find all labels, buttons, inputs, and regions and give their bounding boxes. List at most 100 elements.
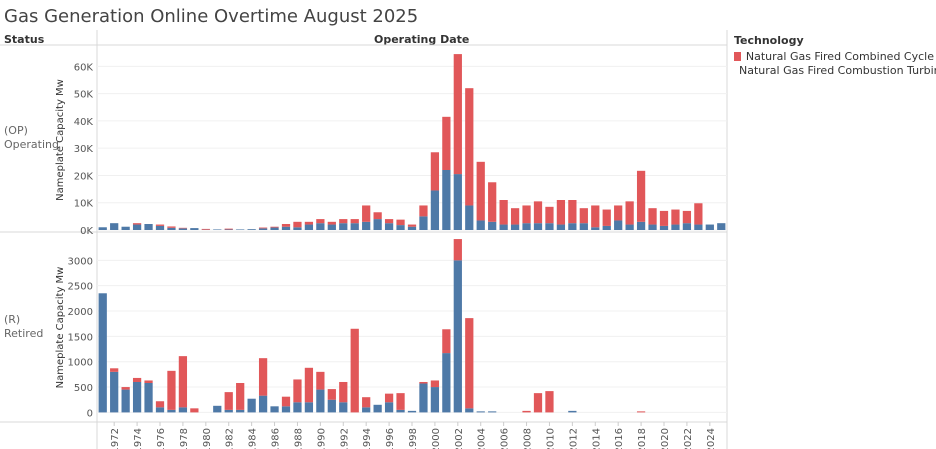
bar-combined-cycle bbox=[407, 224, 417, 227]
bar-combined-cycle bbox=[545, 391, 554, 413]
bar-combined-cycle bbox=[682, 210, 692, 224]
bar-combustion-turbine bbox=[247, 229, 256, 230]
y-tick-label: 0 bbox=[87, 408, 93, 419]
legend-item-combustion-turbine[interactable]: Natural Gas Fired Combustion Turbine bbox=[734, 64, 936, 77]
bar-combined-cycle bbox=[430, 380, 440, 388]
bar-combined-cycle bbox=[304, 367, 314, 403]
bar-combustion-turbine bbox=[705, 224, 714, 230]
bar-combined-cycle bbox=[533, 393, 543, 413]
bar-combustion-turbine bbox=[430, 387, 440, 413]
bar-combustion-turbine bbox=[224, 409, 233, 413]
bar-combustion-turbine bbox=[281, 226, 291, 230]
y-tick-label: 60K bbox=[74, 62, 94, 73]
bar-combustion-turbine bbox=[316, 389, 325, 413]
bar-combined-cycle bbox=[327, 221, 336, 225]
bar-combustion-turbine bbox=[659, 225, 669, 230]
bar-combined-cycle bbox=[281, 396, 291, 407]
bar-combined-cycle bbox=[636, 170, 646, 222]
bar-combustion-turbine bbox=[453, 260, 462, 413]
x-tick-label: 1996 bbox=[385, 428, 396, 449]
bar-combustion-turbine bbox=[258, 395, 268, 413]
page-title: Gas Generation Online Overtime August 20… bbox=[4, 6, 419, 27]
y-tick-label: 0K bbox=[80, 226, 93, 237]
bar-combustion-turbine bbox=[488, 221, 497, 230]
y-tick-label: 10K bbox=[74, 199, 94, 210]
bar-combustion-turbine bbox=[396, 409, 405, 413]
bar-combustion-turbine bbox=[362, 221, 371, 230]
bar-combined-cycle bbox=[270, 226, 279, 228]
bar-combustion-turbine bbox=[213, 405, 222, 413]
bar-combustion-turbine bbox=[327, 399, 336, 413]
bar-combined-cycle bbox=[281, 224, 291, 227]
bar-combined-cycle bbox=[384, 393, 394, 403]
bar-combined-cycle bbox=[350, 328, 359, 413]
bar-combustion-turbine bbox=[384, 223, 394, 230]
bar-combined-cycle bbox=[362, 205, 371, 222]
bar-combined-cycle bbox=[568, 200, 577, 224]
bar-combustion-turbine bbox=[293, 402, 302, 413]
x-tick-label: 2004 bbox=[477, 428, 488, 449]
bar-combined-cycle bbox=[614, 205, 623, 221]
bar-combined-cycle bbox=[258, 358, 268, 396]
bar-combined-cycle bbox=[167, 226, 176, 228]
bar-combustion-turbine bbox=[442, 353, 451, 413]
bar-combined-cycle bbox=[419, 205, 428, 217]
bar-combustion-turbine bbox=[419, 383, 428, 413]
x-tick-label: 1976 bbox=[156, 428, 167, 449]
bar-combustion-turbine bbox=[717, 223, 726, 230]
legend-item-combined-cycle[interactable]: Natural Gas Fired Combined Cycle bbox=[734, 50, 934, 63]
bar-combined-cycle bbox=[293, 379, 302, 403]
x-tick-label: 2008 bbox=[523, 428, 534, 449]
bar-combined-cycle bbox=[155, 224, 165, 226]
bar-combustion-turbine bbox=[304, 402, 314, 413]
bar-combustion-turbine bbox=[293, 227, 302, 230]
bar-combined-cycle bbox=[327, 389, 336, 400]
y-tick-label: 30K bbox=[74, 144, 94, 155]
bar-combustion-turbine bbox=[327, 224, 336, 230]
bar-combined-cycle bbox=[659, 210, 669, 226]
x-tick-label: 2000 bbox=[431, 428, 442, 449]
status-header: Status bbox=[4, 33, 45, 46]
bar-combustion-turbine bbox=[132, 381, 142, 413]
bar-combined-cycle bbox=[316, 219, 325, 224]
x-tick-label: 2012 bbox=[568, 428, 579, 449]
bar-combustion-turbine bbox=[602, 225, 611, 230]
bar-combined-cycle bbox=[499, 200, 508, 225]
bar-combustion-turbine bbox=[465, 205, 474, 230]
bar-combustion-turbine bbox=[488, 411, 497, 413]
bar-combined-cycle bbox=[304, 221, 314, 225]
bar-combined-cycle bbox=[373, 212, 382, 220]
x-tick-label: 2022 bbox=[683, 428, 694, 449]
bar-combustion-turbine bbox=[442, 170, 451, 230]
operating-date-header: Operating Date bbox=[374, 33, 470, 46]
bar-combustion-turbine bbox=[671, 224, 680, 230]
bar-combustion-turbine bbox=[407, 410, 417, 413]
x-tick-label: 1992 bbox=[339, 428, 350, 449]
bar-combustion-turbine bbox=[167, 409, 176, 413]
bar-combined-cycle bbox=[396, 393, 405, 410]
legend-title: Technology bbox=[734, 34, 804, 47]
x-tick-label: 1986 bbox=[271, 428, 282, 449]
bar-combined-cycle bbox=[419, 381, 428, 384]
x-tick-label: 2014 bbox=[591, 428, 602, 449]
row-label-retired: (R) Retired bbox=[4, 313, 44, 340]
bar-combined-cycle bbox=[533, 201, 543, 224]
x-tick-label: 1988 bbox=[293, 428, 304, 449]
bar-combined-cycle bbox=[591, 205, 600, 228]
bar-combined-cycle bbox=[671, 209, 680, 225]
y-tick-label: 2000 bbox=[68, 307, 93, 318]
bar-combined-cycle bbox=[465, 318, 474, 409]
x-tick-label: 2018 bbox=[637, 428, 648, 449]
bar-combined-cycle bbox=[339, 381, 348, 403]
bar-combustion-turbine bbox=[281, 406, 291, 413]
bar-combustion-turbine bbox=[522, 223, 531, 230]
bar-combustion-turbine bbox=[178, 228, 188, 230]
bar-combustion-turbine bbox=[465, 408, 474, 413]
bar-combined-cycle bbox=[430, 152, 440, 191]
bar-combustion-turbine bbox=[396, 225, 405, 230]
bar-combustion-turbine bbox=[625, 224, 634, 230]
row-label-operating: (OP) Operating bbox=[4, 124, 59, 151]
bar-combined-cycle bbox=[316, 371, 325, 390]
bar-combined-cycle bbox=[155, 401, 165, 408]
